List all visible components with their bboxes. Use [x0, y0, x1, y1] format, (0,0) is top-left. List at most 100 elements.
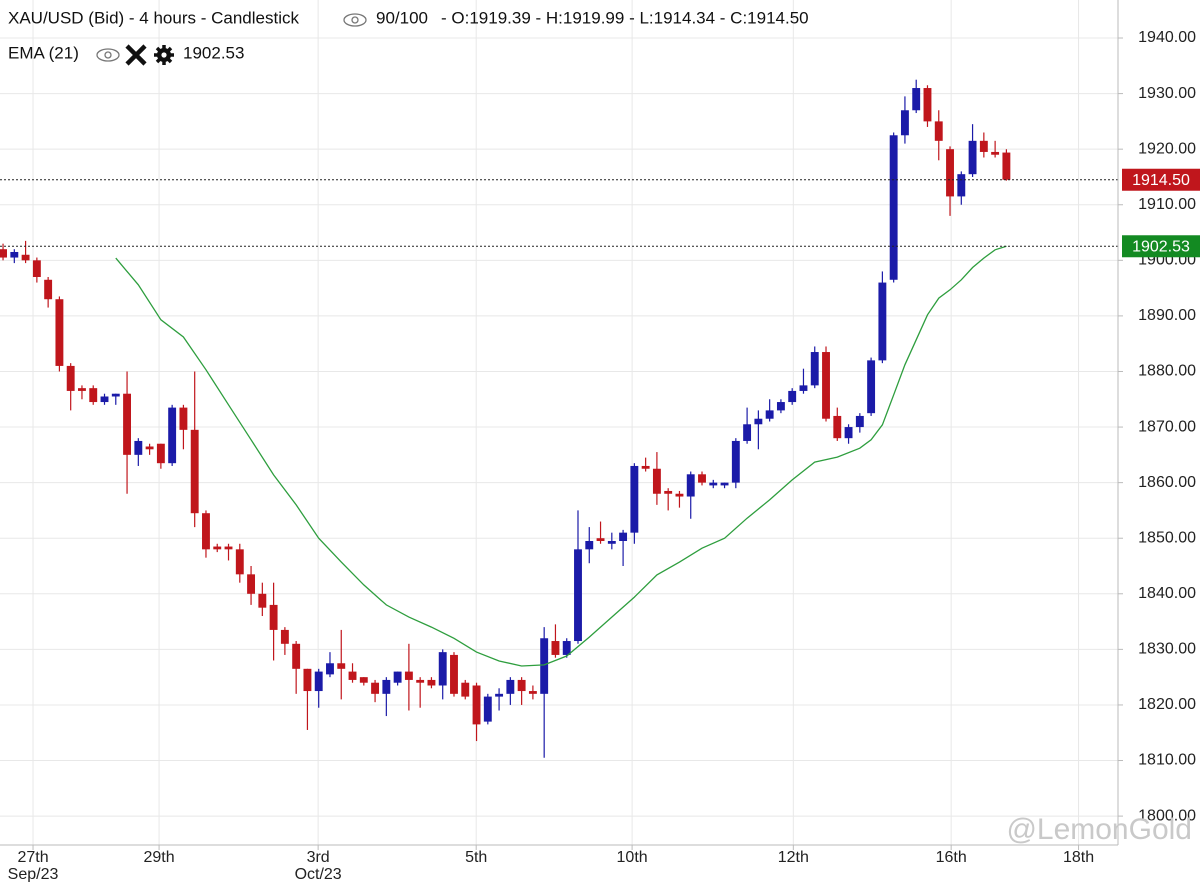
candle	[799, 368, 808, 394]
candle-body	[596, 538, 605, 541]
candle	[450, 652, 458, 697]
x-tick-label: 12th	[778, 849, 809, 866]
candle-body	[822, 352, 830, 419]
candle-body	[483, 696, 492, 722]
candle-body	[878, 282, 887, 361]
candle-body	[799, 385, 808, 391]
candle	[506, 677, 515, 705]
candle-body	[686, 474, 695, 497]
candle-body	[957, 174, 966, 197]
candle	[303, 668, 312, 730]
candle	[292, 641, 301, 694]
candle	[652, 452, 661, 505]
ohlc-readout: - O:1919.39 - H:1919.99 - L:1914.34 - C:…	[441, 8, 809, 27]
candle	[393, 671, 402, 686]
candle-body	[382, 679, 391, 694]
candle	[416, 677, 425, 708]
candle	[213, 543, 222, 553]
watermark: @LemonGold	[1006, 813, 1192, 846]
candle	[923, 85, 932, 127]
indicator-settings-icon[interactable]	[154, 45, 174, 65]
candle-body	[393, 671, 402, 683]
x-tick-label: 18th	[1063, 849, 1094, 866]
y-tick-label: 1930.00	[1138, 85, 1196, 102]
candle	[946, 146, 954, 216]
indicator-name: EMA (21)	[8, 43, 79, 62]
candle	[78, 385, 86, 400]
candle	[957, 171, 966, 205]
candle	[371, 679, 380, 703]
candle-body	[213, 546, 222, 550]
candle	[66, 363, 75, 411]
candle	[630, 463, 639, 544]
eye-icon[interactable]	[343, 13, 367, 27]
y-tick-label: 1820.00	[1138, 696, 1196, 713]
candle	[686, 471, 695, 519]
candle	[202, 510, 210, 558]
candle	[10, 249, 19, 264]
candle	[878, 271, 887, 364]
candle-body	[833, 415, 842, 439]
candle	[134, 438, 143, 466]
price-tag	[1122, 168, 1200, 191]
ema-line	[115, 245, 1007, 667]
y-tick-label: 1810.00	[1138, 752, 1196, 769]
candle	[720, 482, 729, 489]
candle-body	[776, 402, 785, 411]
header: XAU/USD (Bid) - 4 hours - Candlestick 90…	[8, 8, 809, 66]
candle-body	[190, 429, 199, 514]
candle	[427, 677, 436, 689]
candle	[540, 627, 549, 758]
candle	[472, 682, 481, 742]
indicator-remove-icon[interactable]	[125, 44, 147, 66]
x-tick-label: 10th	[617, 849, 648, 866]
candle-body	[855, 415, 864, 428]
candle-body	[326, 663, 334, 675]
candle	[585, 527, 594, 564]
candle-body	[66, 365, 75, 391]
candle-body	[528, 691, 537, 694]
candle	[991, 140, 1000, 158]
candle-body	[0, 249, 7, 258]
candle-body	[32, 260, 41, 277]
x-tick-label: 29th	[143, 849, 174, 866]
y-tick-label: 1910.00	[1138, 196, 1196, 213]
candle-body	[844, 427, 853, 439]
candle-body	[156, 443, 165, 464]
candle-body	[912, 88, 921, 111]
candle	[337, 629, 346, 700]
candle-body	[731, 440, 740, 483]
candle-body	[303, 668, 312, 692]
y-tick-label: 1840.00	[1138, 585, 1196, 602]
price-tag	[1122, 235, 1200, 258]
candle-body	[968, 140, 977, 175]
candle	[438, 649, 447, 700]
candle-body	[427, 679, 436, 686]
candle	[968, 124, 977, 177]
candle-body	[224, 546, 233, 550]
indicator-eye-icon[interactable]	[96, 48, 120, 62]
y-tick-label: 1920.00	[1138, 140, 1196, 157]
y-tick-label: 1830.00	[1138, 641, 1196, 658]
candle-body	[810, 352, 819, 386]
candle	[833, 407, 842, 441]
candle	[912, 79, 921, 114]
candle	[698, 471, 706, 486]
y-tick-label: 1800.00	[1138, 807, 1196, 824]
y-tick-label: 1940.00	[1138, 29, 1196, 46]
candle	[776, 399, 785, 414]
candle	[641, 457, 650, 472]
candle	[574, 510, 582, 644]
candle	[404, 643, 413, 711]
indicator-value: 1902.53	[183, 43, 244, 62]
candle-body	[619, 532, 628, 541]
grid-layer	[0, 0, 1118, 845]
candle-body	[754, 418, 763, 425]
candle	[247, 566, 256, 605]
x-tick-sublabel: Oct/23	[295, 866, 342, 882]
candle-body	[247, 574, 256, 594]
candle-body	[720, 482, 729, 486]
candle-body	[371, 682, 380, 694]
candle-body	[168, 407, 177, 464]
